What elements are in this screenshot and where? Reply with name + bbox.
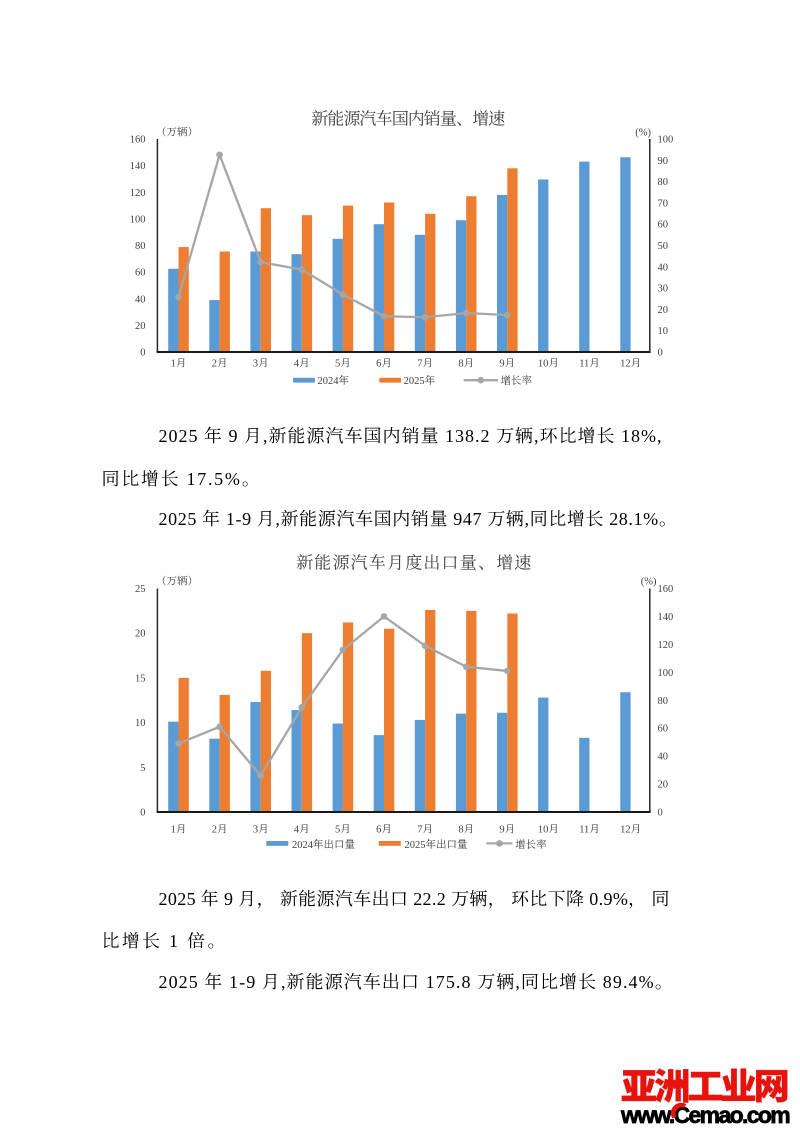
svg-text:10月: 10月 xyxy=(538,824,559,836)
svg-text:15: 15 xyxy=(135,673,146,684)
svg-text:25: 25 xyxy=(135,584,146,595)
svg-text:120: 120 xyxy=(130,188,146,199)
svg-text:5月: 5月 xyxy=(335,357,351,369)
svg-text:2024年: 2024年 xyxy=(318,374,350,387)
svg-text:160: 160 xyxy=(658,584,674,595)
svg-text:0: 0 xyxy=(140,808,145,819)
svg-text:2024年出口量: 2024年出口量 xyxy=(292,838,355,851)
svg-text:100: 100 xyxy=(658,135,674,146)
svg-text:140: 140 xyxy=(130,161,146,172)
svg-text:4月: 4月 xyxy=(294,824,310,836)
svg-text:新能源汽车国内销量、增速: 新能源汽车国内销量、增速 xyxy=(311,110,505,129)
svg-text:2025年出口量: 2025年出口量 xyxy=(405,838,468,851)
svg-text:10: 10 xyxy=(658,326,669,337)
svg-text:12月: 12月 xyxy=(620,824,641,836)
svg-text:2月: 2月 xyxy=(212,824,228,836)
svg-text:1月: 1月 xyxy=(171,824,187,836)
svg-text:（万辆）: （万辆） xyxy=(156,127,198,139)
svg-text:(%): (%) xyxy=(635,128,651,139)
svg-text:10月: 10月 xyxy=(538,357,559,369)
svg-text:增长率: 增长率 xyxy=(515,838,547,851)
svg-text:100: 100 xyxy=(658,668,674,679)
svg-text:40: 40 xyxy=(658,262,669,273)
svg-text:3月: 3月 xyxy=(253,357,269,369)
svg-text:（万辆）: （万辆） xyxy=(156,576,198,588)
svg-text:7月: 7月 xyxy=(417,824,433,836)
svg-text:11月: 11月 xyxy=(579,357,600,369)
svg-text:9月: 9月 xyxy=(499,824,515,836)
svg-text:10: 10 xyxy=(135,718,146,729)
svg-text:增长率: 增长率 xyxy=(501,374,533,387)
svg-text:20: 20 xyxy=(135,321,146,332)
svg-text:2025年: 2025年 xyxy=(404,374,436,387)
svg-text:70: 70 xyxy=(658,198,669,209)
svg-text:160: 160 xyxy=(130,135,146,146)
svg-text:8月: 8月 xyxy=(458,824,474,836)
svg-text:140: 140 xyxy=(658,612,674,623)
svg-text:2月: 2月 xyxy=(212,357,228,369)
svg-text:40: 40 xyxy=(658,752,669,763)
svg-text:6月: 6月 xyxy=(376,357,392,369)
svg-text:4月: 4月 xyxy=(294,357,310,369)
svg-text:9月: 9月 xyxy=(499,357,515,369)
svg-text:新能源汽车月度出口量、增速: 新能源汽车月度出口量、增速 xyxy=(296,554,533,573)
svg-text:60: 60 xyxy=(658,724,669,735)
svg-text:40: 40 xyxy=(135,294,146,305)
svg-text:12月: 12月 xyxy=(620,357,641,369)
svg-text:30: 30 xyxy=(658,284,669,295)
svg-text:11月: 11月 xyxy=(579,824,600,836)
svg-text:3月: 3月 xyxy=(253,824,269,836)
svg-text:7月: 7月 xyxy=(417,357,433,369)
svg-text:8月: 8月 xyxy=(458,357,474,369)
svg-text:90: 90 xyxy=(658,156,669,167)
svg-text:120: 120 xyxy=(658,640,674,651)
svg-text:0: 0 xyxy=(658,808,663,819)
svg-text:80: 80 xyxy=(658,696,669,707)
svg-text:50: 50 xyxy=(658,241,669,252)
svg-text:20: 20 xyxy=(658,305,669,316)
svg-text:60: 60 xyxy=(658,220,669,231)
svg-text:20: 20 xyxy=(658,780,669,791)
svg-text:20: 20 xyxy=(135,629,146,640)
svg-text:0: 0 xyxy=(658,348,663,359)
svg-text:0: 0 xyxy=(140,348,145,359)
svg-text:80: 80 xyxy=(135,241,146,252)
svg-text:6月: 6月 xyxy=(376,824,392,836)
svg-text:80: 80 xyxy=(658,177,669,188)
svg-text:5月: 5月 xyxy=(335,824,351,836)
svg-text:(%): (%) xyxy=(641,577,657,588)
svg-text:5: 5 xyxy=(140,763,145,774)
svg-text:100: 100 xyxy=(130,214,146,225)
svg-text:60: 60 xyxy=(135,268,146,279)
svg-text:1月: 1月 xyxy=(171,357,187,369)
